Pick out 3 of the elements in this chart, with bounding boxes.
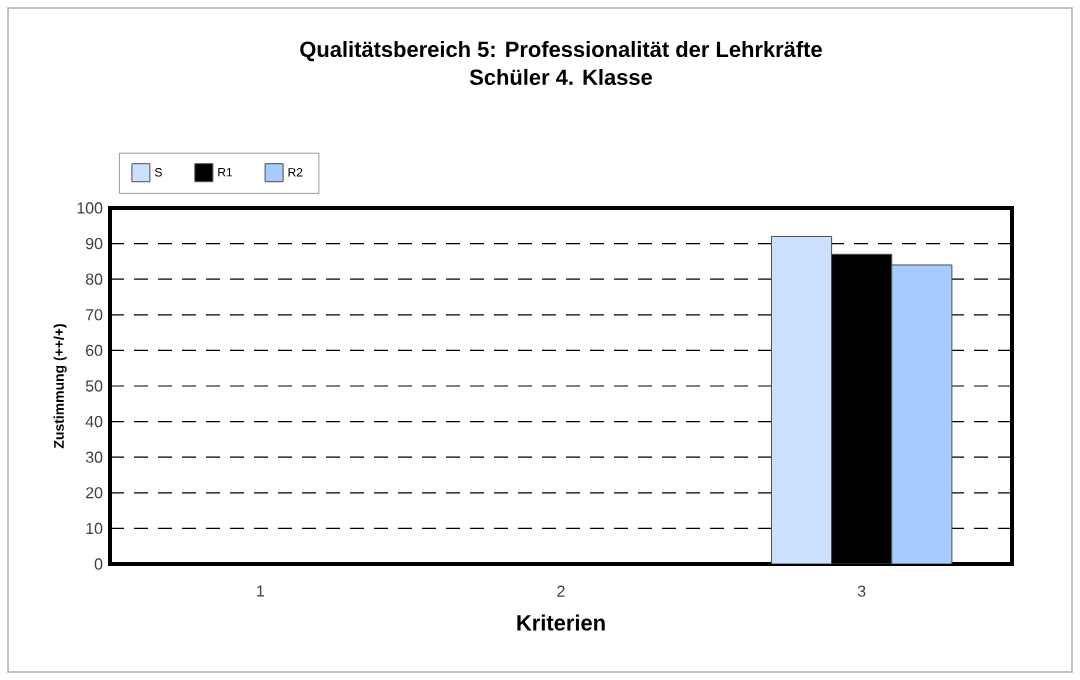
chart-title: Qualitätsbereich 5: Professionalität der Lehrkräfte <box>300 41 822 62</box>
x-axis-title: Kriterien <box>517 614 605 631</box>
chart-subtitle: Schüler 4. Klasse <box>469 68 653 85</box>
